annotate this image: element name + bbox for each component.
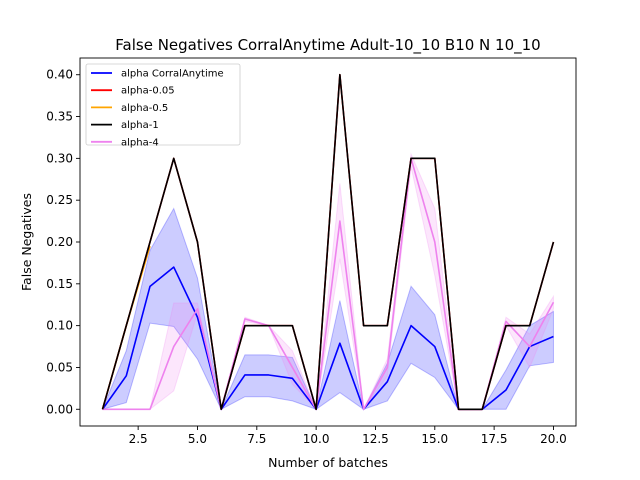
y-tick-label: 0.25: [46, 193, 73, 207]
legend-entry-label: alpha-1: [121, 120, 159, 131]
y-tick-label: 0.05: [46, 360, 73, 374]
chart-title: False Negatives CorralAnytime Adult-10_1…: [115, 36, 540, 55]
y-tick-label: 0.35: [46, 110, 73, 124]
y-tick-label: 0.15: [46, 277, 73, 291]
x-tick-label: 12.5: [362, 432, 389, 446]
y-tick-label: 0.00: [46, 402, 73, 416]
x-tick-label: 20.0: [540, 432, 567, 446]
y-tick-label: 0.10: [46, 319, 73, 333]
x-tick-label: 10.0: [303, 432, 330, 446]
x-tick-label: 7.5: [247, 432, 266, 446]
x-tick-label: 5.0: [188, 432, 207, 446]
x-tick-label: 17.5: [481, 432, 508, 446]
x-axis-label: Number of batches: [268, 455, 388, 470]
legend-entry-label: alpha-4: [121, 137, 159, 148]
plot-area: 2.5 5.0 7.5 10.0 12.5 15.0 17.5 20.0 0.00 0.05 0.1…: [46, 57, 577, 446]
legend-entry-label: alpha-0.05: [121, 86, 175, 97]
x-tick-label: 2.5: [129, 432, 148, 446]
y-tick-label: 0.30: [46, 151, 73, 165]
y-tick-label: 0.40: [46, 68, 73, 82]
y-tick-label: 0.20: [46, 235, 73, 249]
legend: alpha CorralAnytime alpha-0.05 alpha-0.5 al…: [85, 63, 241, 148]
y-axis-label: False Negatives: [19, 193, 34, 291]
legend-box: [85, 63, 241, 146]
legend-entry-label: alpha-0.5: [121, 103, 168, 114]
series-line-3: [101, 73, 555, 411]
x-tick-label: 15.0: [421, 432, 448, 446]
legend-entry-label: alpha CorralAnytime: [121, 69, 224, 80]
